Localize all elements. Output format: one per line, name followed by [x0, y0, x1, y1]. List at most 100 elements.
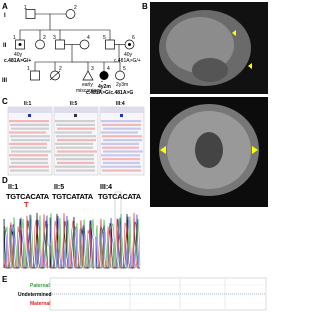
read [57, 127, 95, 130]
sample-label: II:5 [70, 101, 77, 107]
sample-label: II:5 [54, 184, 64, 191]
read [57, 150, 97, 153]
haplotype-plot [49, 277, 267, 311]
variant-base: T [24, 200, 29, 209]
igv-panels: II:1 II:5 III:4 [7, 101, 145, 176]
read [57, 139, 96, 142]
variant-mark [74, 114, 77, 117]
read [102, 135, 142, 138]
variant-mark [28, 114, 31, 117]
trace [3, 214, 48, 269]
age-label: 40y [124, 52, 133, 58]
sequence: TGTCATATA [52, 192, 94, 201]
read [56, 123, 95, 126]
individual-number: 3 [91, 66, 94, 72]
read [101, 120, 141, 123]
read [102, 146, 139, 149]
read [56, 135, 96, 138]
panel-label: B [142, 2, 148, 11]
read [11, 161, 48, 164]
read [11, 150, 51, 153]
track-label: Paternal [30, 283, 50, 289]
read [10, 169, 49, 172]
read [101, 165, 141, 168]
read [9, 165, 49, 168]
individual-number: 1 [13, 35, 16, 41]
read [10, 146, 47, 149]
age-label: 40y [14, 52, 23, 58]
read [101, 154, 140, 157]
read [56, 169, 95, 172]
sequence: TGTCACATA [6, 192, 50, 201]
read [9, 142, 47, 145]
generation-label: III [2, 78, 7, 84]
panel-label: C [2, 97, 8, 106]
sample-label: II:1 [24, 101, 31, 107]
individual-number: 1 [27, 66, 30, 72]
read [103, 161, 140, 164]
track-label: Maternal [30, 301, 51, 307]
individual-number: 2 [59, 66, 62, 72]
generation-label: I [4, 13, 6, 19]
read [103, 139, 142, 142]
read [102, 123, 141, 126]
igv-ruler [8, 107, 52, 113]
read [56, 146, 93, 149]
panel-label: E [2, 275, 8, 284]
genotype-label: c.481A>G/+ [114, 58, 141, 64]
read [103, 150, 143, 153]
mri-images [150, 2, 268, 207]
read [102, 158, 140, 161]
read [55, 120, 95, 123]
read [103, 127, 141, 130]
igv-ruler [100, 107, 144, 113]
individual-number: 5 [103, 35, 106, 41]
igv-ruler [54, 107, 98, 113]
read [55, 131, 92, 134]
figure: A I II III [2, 2, 268, 311]
note-label: miscarriage [76, 88, 102, 94]
panel-label: D [2, 176, 8, 185]
read [57, 161, 94, 164]
individual-number: 1 [24, 5, 27, 11]
read [55, 154, 94, 157]
individual-number: 2 [43, 35, 46, 41]
read [11, 139, 50, 142]
read [10, 123, 49, 126]
read [9, 120, 49, 123]
read [55, 165, 95, 168]
generation-label: II [3, 43, 7, 49]
read [101, 131, 138, 134]
panel-label: A [2, 2, 8, 11]
individual-number: 6 [132, 35, 135, 41]
trace [96, 213, 140, 269]
read [101, 142, 139, 145]
trace [96, 213, 140, 269]
read [11, 127, 49, 130]
read [9, 131, 46, 134]
pedigree [15, 9, 135, 83]
genotype-label: c.481A>G/+ [4, 58, 31, 64]
sanger-panels: II:1TGTCACATATII:5TGTCATATAIII:4TGTCACAT… [3, 184, 142, 269]
sample-label: III:4 [100, 184, 112, 191]
age-label: 4y2m [98, 84, 111, 90]
age-label: 2y3m [116, 82, 128, 88]
sequence: TGTCACATA [98, 192, 142, 201]
individual-number: 5 [123, 66, 126, 72]
variant-mark [120, 114, 123, 117]
read [9, 154, 48, 157]
read [55, 142, 93, 145]
trace [50, 213, 94, 269]
track-label: Undetermined [18, 292, 52, 298]
read [102, 169, 141, 172]
individual-number: 2 [74, 5, 77, 11]
individual-number: 4 [87, 35, 90, 41]
genotype-label: c.481A>G/c.481A>G [86, 90, 133, 96]
read [10, 158, 48, 161]
sample-label: III:4 [116, 101, 125, 107]
read [56, 158, 94, 161]
individual-number: 3 [53, 35, 56, 41]
note-label: early [82, 82, 93, 88]
individual-number: 4 [107, 66, 110, 72]
sample-label: II:1 [8, 184, 18, 191]
